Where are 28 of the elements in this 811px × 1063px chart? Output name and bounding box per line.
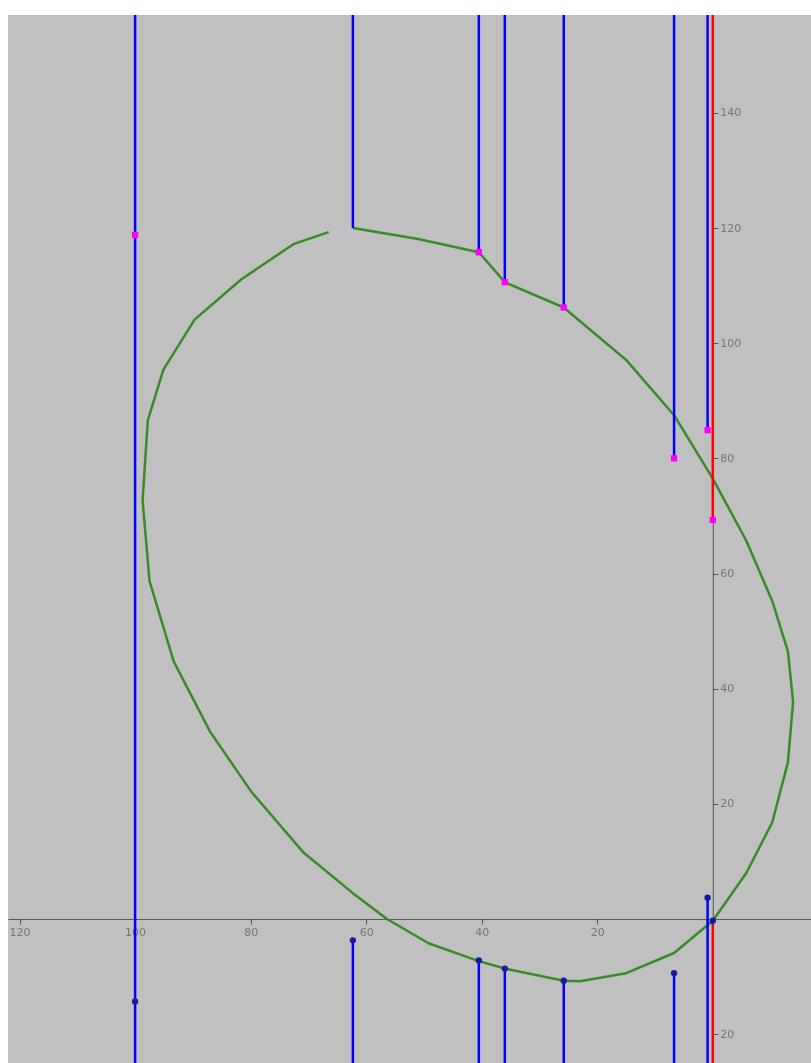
x-tick-label: 120 bbox=[9, 925, 31, 939]
point bbox=[704, 894, 711, 901]
x-tick-label: 20 bbox=[590, 925, 605, 939]
point bbox=[670, 970, 678, 977]
point bbox=[704, 427, 711, 434]
point bbox=[349, 937, 357, 944]
x-tick-label: 80 bbox=[244, 925, 259, 939]
point bbox=[560, 304, 567, 311]
point bbox=[131, 998, 139, 1005]
x-tick-label: 60 bbox=[359, 925, 374, 939]
point bbox=[670, 455, 678, 462]
point bbox=[560, 977, 567, 984]
x-tick-label: 40 bbox=[475, 925, 490, 939]
y-tick-label: 20 bbox=[720, 1027, 735, 1041]
y-tick-label: 80 bbox=[720, 451, 735, 465]
point bbox=[501, 965, 508, 972]
y-tick-label: 140 bbox=[720, 106, 742, 120]
y-tick-label: 100 bbox=[720, 336, 742, 350]
y-tick-label: 20 bbox=[720, 797, 735, 811]
y-tick-label: 40 bbox=[720, 682, 735, 696]
point bbox=[709, 516, 716, 524]
point bbox=[475, 957, 482, 964]
y-tick-label: 120 bbox=[720, 221, 742, 235]
point bbox=[131, 231, 139, 239]
point bbox=[501, 279, 508, 286]
point bbox=[475, 249, 482, 256]
y-tick-label: 60 bbox=[720, 567, 735, 581]
point bbox=[709, 917, 716, 924]
